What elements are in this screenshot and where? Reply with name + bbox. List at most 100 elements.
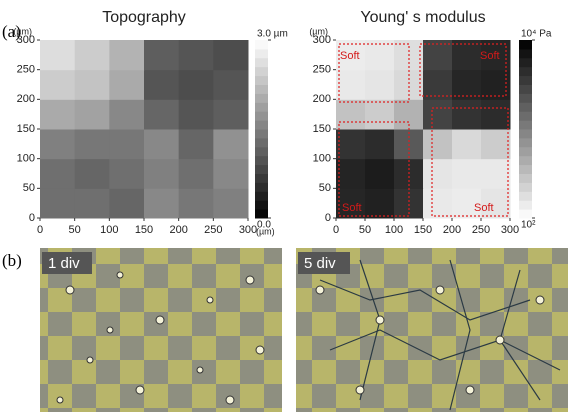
heat-cell xyxy=(75,129,110,159)
heat-cell xyxy=(365,188,395,218)
heat-cell xyxy=(75,70,110,100)
colorbar-segment xyxy=(519,209,532,218)
colorbar-segment xyxy=(255,58,268,67)
colorbar-segment xyxy=(519,102,532,111)
heat-cell xyxy=(144,40,179,70)
colorbar-segment xyxy=(255,102,268,111)
figure: (a) (b) 1 div 5 div Topography0501001502… xyxy=(0,0,568,412)
colorbar-segment xyxy=(255,49,268,58)
annotation: Soft xyxy=(480,50,500,62)
colorbar-segment xyxy=(255,156,268,165)
x-tick-label: 100 xyxy=(385,224,403,236)
heat-cell xyxy=(336,129,366,159)
colorbar-segment xyxy=(519,138,532,147)
y-tick-label: 100 xyxy=(313,153,331,165)
heat-cell xyxy=(109,70,144,100)
heat-cell xyxy=(179,99,214,129)
colorbar-segment xyxy=(519,58,532,67)
heat-cell xyxy=(40,129,75,159)
heat-cell xyxy=(423,99,453,129)
y-tick-label: 50 xyxy=(23,182,35,194)
y-tick-label: 0 xyxy=(29,212,35,224)
x-tick-label: 100 xyxy=(100,224,118,236)
colorbar-segment xyxy=(255,120,268,129)
heat-cell xyxy=(481,129,511,159)
colorbar-label: 10⁴ Pa xyxy=(521,29,552,40)
x-tick-label: 200 xyxy=(169,224,187,236)
x-tick-label: 300 xyxy=(501,224,519,236)
micrograph-label: 5 div xyxy=(304,255,336,272)
x-tick-label: 200 xyxy=(443,224,461,236)
y-tick-label: 250 xyxy=(313,64,331,76)
colorbar-segment xyxy=(255,200,268,209)
y-tick-label: 200 xyxy=(17,93,35,105)
micrograph-label: 1 div xyxy=(48,255,80,272)
colorbar-segment xyxy=(255,85,268,94)
y-tick-label: 50 xyxy=(319,182,331,194)
heat-cell xyxy=(452,129,482,159)
colorbar-segment xyxy=(519,191,532,200)
heat-cell xyxy=(179,70,214,100)
heat-cell xyxy=(213,129,248,159)
colorbar-segment xyxy=(519,147,532,156)
heat-cell xyxy=(144,99,179,129)
heat-cell xyxy=(365,129,395,159)
annotation: Soft xyxy=(342,202,362,214)
colorbar-label: 3.0 µm xyxy=(257,29,288,40)
colorbar-segment xyxy=(519,156,532,165)
colorbar-segment xyxy=(519,174,532,183)
colorbar-segment xyxy=(255,40,268,49)
heat-cell xyxy=(75,99,110,129)
heat-cell xyxy=(40,40,75,70)
annotation: Soft xyxy=(474,202,494,214)
chart-title: Young' s modulus xyxy=(360,9,485,26)
figure-canvas: (a) (b) 1 div 5 div Topography0501001502… xyxy=(0,0,568,412)
heat-cell xyxy=(336,99,366,129)
heat-cell xyxy=(423,129,453,159)
colorbar-segment xyxy=(255,209,268,218)
heat-cell xyxy=(423,188,453,218)
colorbar-segment xyxy=(255,138,268,147)
heat-cell xyxy=(452,70,482,100)
heat-cell xyxy=(109,188,144,218)
colorbar-segment xyxy=(255,165,268,174)
heat-cell xyxy=(336,159,366,189)
annotation: Soft xyxy=(340,50,360,62)
heat-cell xyxy=(40,159,75,189)
colorbar-segment xyxy=(519,120,532,129)
heat-cell xyxy=(423,70,453,100)
colorbar-segment xyxy=(255,93,268,102)
y-tick-label: 200 xyxy=(313,93,331,105)
heat-cell xyxy=(365,159,395,189)
heat-cell xyxy=(179,159,214,189)
heat-cell xyxy=(213,40,248,70)
y-tick-label: 0 xyxy=(325,212,331,224)
x-tick-label: 150 xyxy=(414,224,432,236)
heat-cell xyxy=(109,159,144,189)
colorbar-segment xyxy=(255,76,268,85)
x-tick-label: 300 xyxy=(239,224,257,236)
heat-cell xyxy=(365,70,395,100)
colorbar-segment xyxy=(519,200,532,209)
heat-cell xyxy=(179,188,214,218)
heat-cell xyxy=(213,99,248,129)
colorbar-segment xyxy=(519,129,532,138)
heat-cell xyxy=(144,70,179,100)
colorbar-segment xyxy=(519,67,532,76)
colorbar-segment xyxy=(255,67,268,76)
y-tick-label: 100 xyxy=(17,153,35,165)
heat-cell xyxy=(40,70,75,100)
heat-cell xyxy=(179,40,214,70)
y-tick-label: 250 xyxy=(17,64,35,76)
colorbar-segment xyxy=(519,76,532,85)
heat-cell xyxy=(75,188,110,218)
x-tick-label: 0 xyxy=(333,224,339,236)
micrograph: 5 div xyxy=(296,248,568,412)
y-tick-label: 150 xyxy=(17,123,35,135)
colorbar-segment xyxy=(519,40,532,49)
micrograph: 1 div xyxy=(40,248,282,412)
x-tick-label: 50 xyxy=(359,224,371,236)
colorbar-segment xyxy=(519,93,532,102)
colorbar-segment xyxy=(519,85,532,94)
y-tick-label: 150 xyxy=(313,123,331,135)
